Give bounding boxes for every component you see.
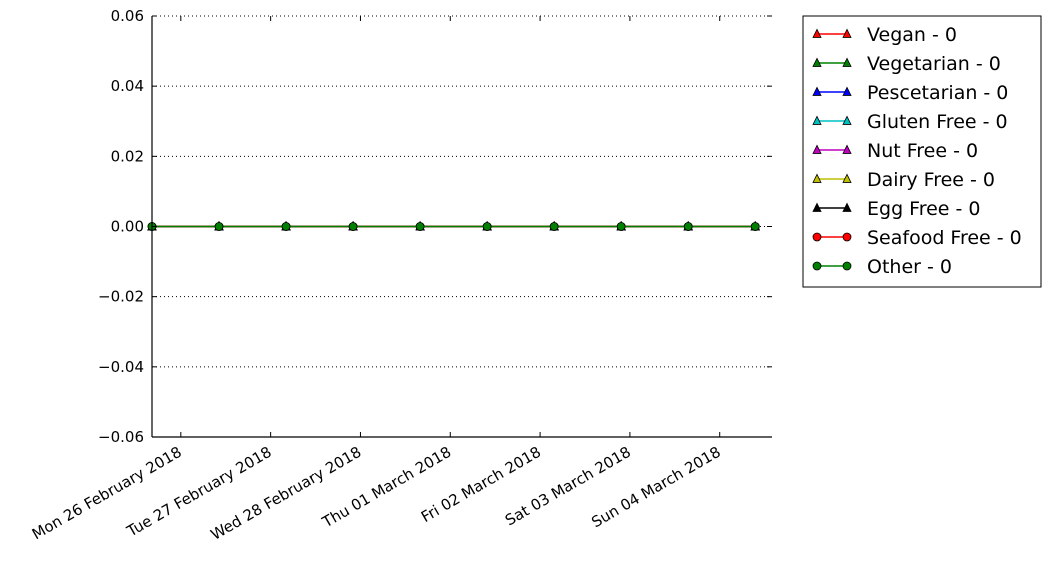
y-tick-label: −0.06 bbox=[98, 428, 144, 446]
data-point bbox=[214, 222, 224, 231]
legend: Vegan - 0 Vegetarian - 0 Pescetarian - 0 Gl… bbox=[802, 15, 1042, 288]
data-point bbox=[415, 222, 425, 231]
legend-entry: Other - 0 bbox=[812, 256, 952, 278]
data-point bbox=[549, 222, 559, 231]
legend-entry: Dairy Free - 0 bbox=[812, 169, 995, 191]
legend-frame bbox=[802, 15, 1042, 288]
legend-marker-end bbox=[842, 28, 852, 38]
legend-entry: Nut Free - 0 bbox=[812, 140, 978, 162]
legend-entry: Egg Free - 0 bbox=[812, 198, 981, 220]
legend-marker-end bbox=[842, 261, 852, 271]
legend-marker-end bbox=[842, 202, 852, 212]
x-tick-label: Mon 26 February 2018 bbox=[29, 443, 185, 543]
y-tick-label: −0.02 bbox=[98, 288, 144, 306]
legend-entry: Vegetarian - 0 bbox=[812, 53, 1001, 75]
legend-marker-start bbox=[812, 144, 822, 154]
legend-label: Vegan - 0 bbox=[867, 24, 957, 46]
data-point bbox=[348, 222, 358, 231]
legend-label: Seafood Free - 0 bbox=[867, 227, 1022, 249]
series-layer bbox=[147, 221, 760, 231]
data-point bbox=[683, 222, 693, 231]
legend-label: Egg Free - 0 bbox=[867, 198, 981, 220]
legend-marker-start bbox=[812, 232, 822, 242]
y-tick-label: 0.00 bbox=[111, 218, 144, 236]
legend-entry: Seafood Free - 0 bbox=[812, 227, 1022, 249]
data-point bbox=[482, 222, 492, 231]
legend-marker-end bbox=[842, 173, 852, 183]
legend-label: Other - 0 bbox=[867, 256, 952, 278]
legend-marker-start bbox=[812, 57, 822, 67]
legend-marker-start bbox=[812, 115, 822, 125]
legend-entry: Gluten Free - 0 bbox=[812, 111, 1008, 133]
legend-marker-end bbox=[842, 115, 852, 125]
y-tick-label: 0.02 bbox=[111, 147, 144, 165]
legend-label: Vegetarian - 0 bbox=[867, 53, 1001, 75]
legend-label: Nut Free - 0 bbox=[867, 140, 978, 162]
x-tick-label: Tue 27 February 2018 bbox=[123, 443, 275, 541]
legend-label: Gluten Free - 0 bbox=[867, 111, 1008, 133]
y-tick-label: 0.04 bbox=[111, 77, 144, 95]
legend-marker-end bbox=[842, 86, 852, 96]
legend-marker-start bbox=[812, 28, 822, 38]
legend-label: Dairy Free - 0 bbox=[867, 169, 995, 191]
legend-entry: Vegan - 0 bbox=[812, 24, 957, 46]
legend-marker-end bbox=[842, 57, 852, 67]
legend-marker-start bbox=[812, 86, 822, 96]
legend-marker-end bbox=[842, 144, 852, 154]
y-tick-label: −0.04 bbox=[98, 358, 144, 376]
legend-entry: Pescetarian - 0 bbox=[812, 82, 1008, 104]
legend-marker-start bbox=[812, 261, 822, 271]
y-tick-label: 0.06 bbox=[111, 7, 144, 25]
legend-marker-start bbox=[812, 173, 822, 183]
legend-marker-start bbox=[812, 202, 822, 212]
data-point bbox=[750, 222, 760, 231]
x-tick-label: Wed 28 February 2018 bbox=[208, 443, 365, 544]
legend-marker-end bbox=[842, 232, 852, 242]
legend-label: Pescetarian - 0 bbox=[867, 82, 1008, 104]
data-point bbox=[616, 222, 626, 231]
data-point bbox=[281, 222, 291, 231]
series-8 bbox=[147, 222, 760, 231]
